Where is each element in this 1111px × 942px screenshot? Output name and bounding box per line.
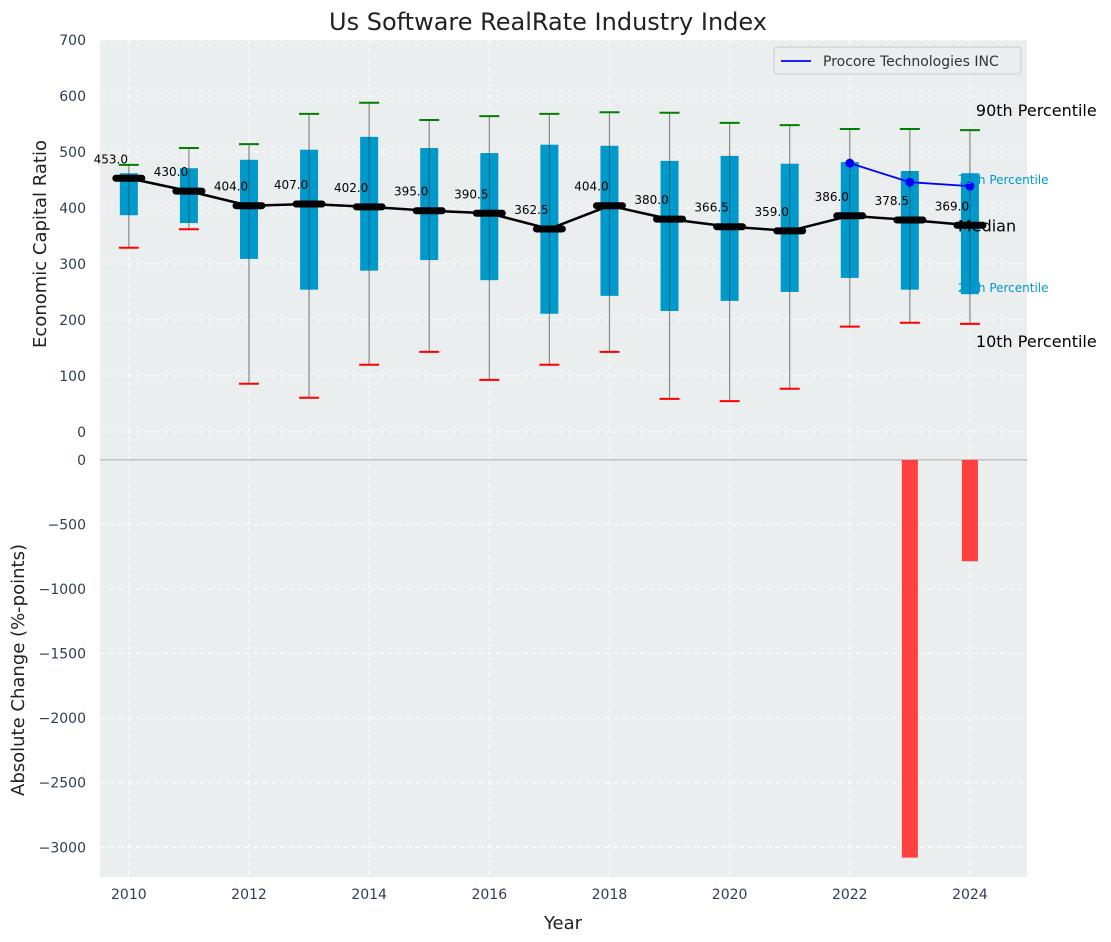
x-axis-label: Year [543,913,583,934]
y-tick-label-top: 500 [59,145,86,161]
y-tick-label-top: 700 [59,33,86,49]
annotation-p90: 90th Percentile [976,101,1097,120]
y-tick-label-top: 600 [59,89,86,105]
median-label: 430.0 [154,165,188,179]
legend: Procore Technologies INC [773,46,1022,75]
annotation-p10: 10th Percentile [976,332,1097,351]
y-tick-label-bottom: −2000 [39,711,86,727]
x-tick-label: 2014 [351,887,387,903]
median-label: 386.0 [815,190,849,204]
x-tick-label: 2018 [592,887,628,903]
change-bar [961,459,978,562]
median-label: 453.0 [94,152,128,166]
x-tick-label: 2020 [712,887,748,903]
y-tick-label-bottom: 0 [77,453,86,469]
company-point [965,181,975,191]
median-label: 390.5 [454,187,488,201]
median-label: 378.5 [875,194,909,208]
y-tick-label-top: 300 [59,257,86,273]
y-tick-label-bottom: −2500 [39,776,86,792]
y-tick-label-top: 200 [59,313,86,329]
y-axis-label-bottom: Absolute Change (%-points) [8,544,29,796]
y-tick-label-top: 100 [59,369,86,385]
annotation-median: Median [958,216,1016,235]
y-tick-label-top: 0 [77,425,86,441]
y-tick-label-bottom: −3000 [39,840,86,856]
y-tick-label-bottom: −1000 [39,582,86,598]
top-plot-background [100,40,1027,447]
company-point [845,158,855,168]
y-axis-label-top: Economic Capital Ratio [30,140,51,348]
median-label: 395.0 [394,185,428,199]
x-tick-label: 2010 [111,887,147,903]
median-label: 407.0 [274,178,308,192]
median-label: 404.0 [214,180,248,194]
median-label: 366.5 [694,201,728,215]
median-label: 369.0 [935,199,969,213]
change-bar [901,459,918,858]
median-label: 404.0 [574,180,608,194]
x-tick-label: 2012 [231,887,267,903]
median-label: 402.0 [334,181,368,195]
annotation-p75: 75th Percentile [958,173,1049,187]
median-label: 359.0 [755,205,789,219]
median-label: 380.0 [634,193,668,207]
bottom-plot-background [100,447,1027,877]
y-tick-label-top: 400 [59,201,86,217]
y-tick-label-bottom: −500 [48,517,86,533]
y-tick-label-bottom: −1500 [39,647,86,663]
x-tick-label: 2024 [952,887,988,903]
legend-label: Procore Technologies INC [823,54,999,70]
legend-box [773,46,1022,75]
x-tick-label: 2016 [471,887,507,903]
chart-title: Us Software RealRate Industry Index [329,8,767,36]
company-point [905,177,915,187]
annotation-p25: 25th Percentile [958,281,1049,295]
x-tick-label: 2022 [832,887,868,903]
median-label: 362.5 [514,203,548,217]
